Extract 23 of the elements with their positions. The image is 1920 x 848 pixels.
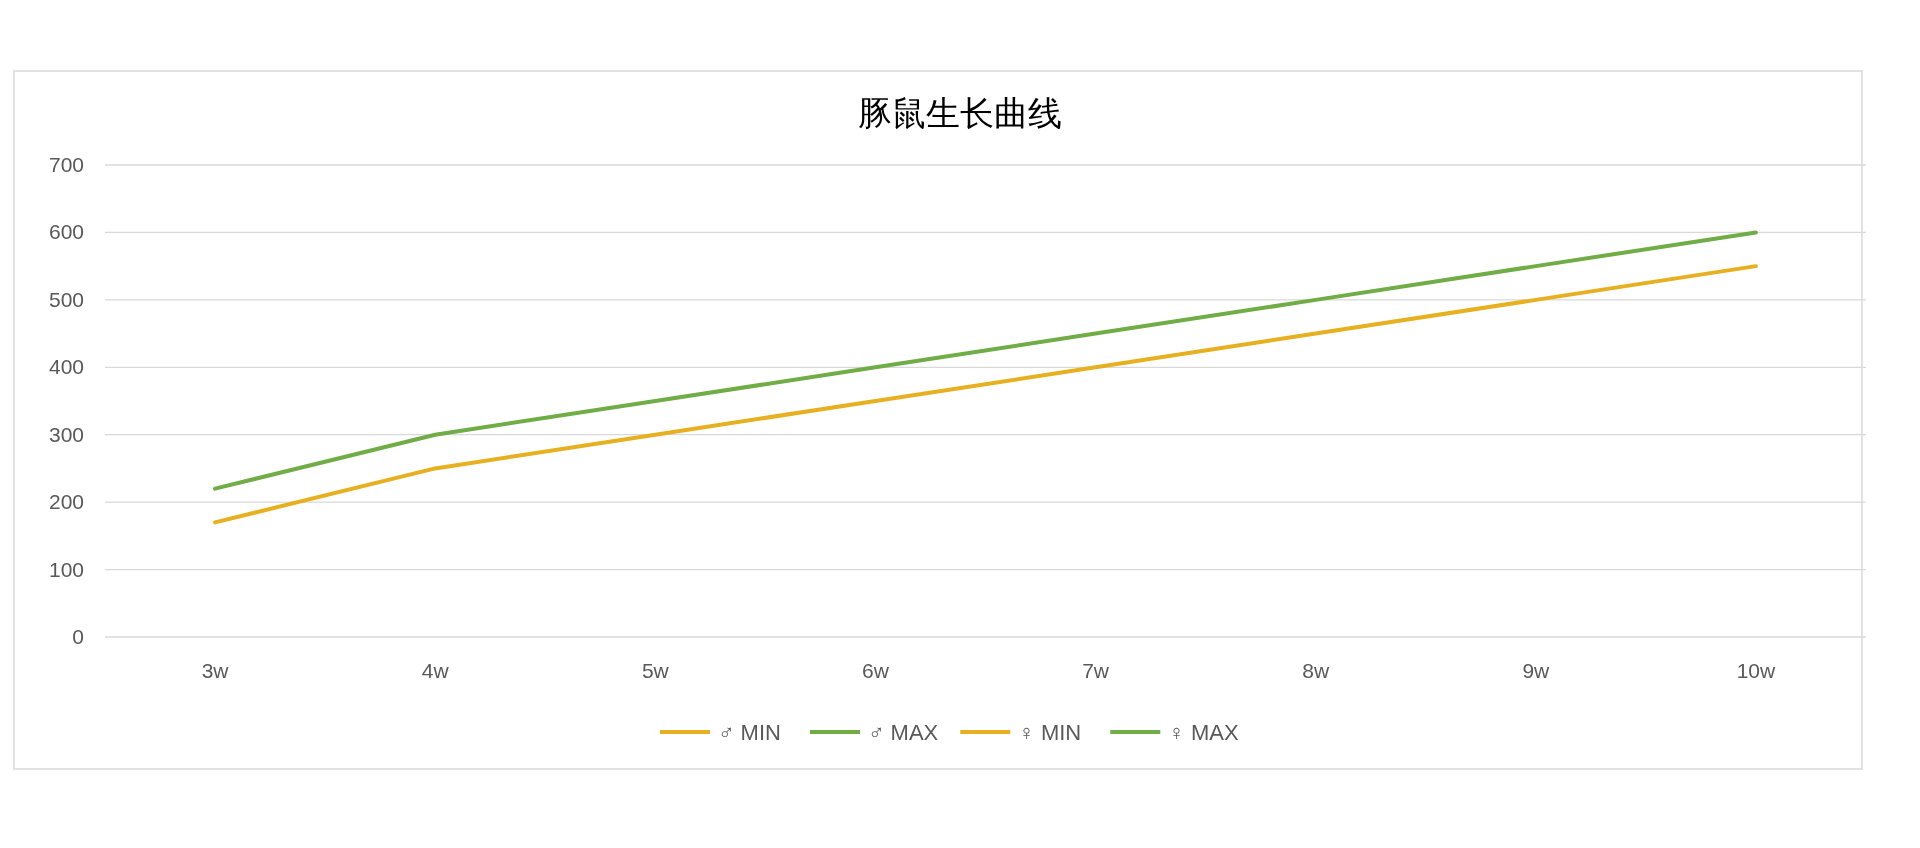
x-tick-label: 9w bbox=[1522, 659, 1551, 682]
line-series bbox=[213, 230, 1758, 491]
x-tick-label: 3w bbox=[201, 659, 230, 682]
x-tick-label: 5w bbox=[641, 659, 670, 682]
y-tick-label: 400 bbox=[48, 355, 84, 379]
legend-label: ♂ MAX bbox=[868, 720, 939, 745]
x-tick-label: 7w bbox=[1082, 659, 1110, 682]
y-tick-label: 500 bbox=[48, 287, 84, 311]
x-tick-label: 8w bbox=[1302, 659, 1330, 682]
legend-label: ♀ MAX bbox=[1168, 720, 1239, 745]
y-tick-label: 0 bbox=[72, 625, 84, 648]
y-tick-label: 300 bbox=[48, 422, 84, 446]
x-tick-label: 4w bbox=[421, 659, 450, 682]
y-tick-label: 100 bbox=[48, 557, 84, 581]
x-tick-label: 6w bbox=[862, 659, 890, 682]
x-tick-label: 10w bbox=[1736, 659, 1777, 682]
y-tick-label: 600 bbox=[48, 220, 84, 244]
line-series bbox=[213, 264, 1758, 525]
legend-label: ♀ MIN bbox=[1018, 720, 1082, 745]
y-tick-label: 200 bbox=[48, 490, 84, 514]
y-tick-label: 700 bbox=[48, 153, 84, 176]
legend-label: ♂ MIN bbox=[718, 720, 781, 745]
chart-title: 豚鼠生长曲线 bbox=[858, 94, 1062, 132]
